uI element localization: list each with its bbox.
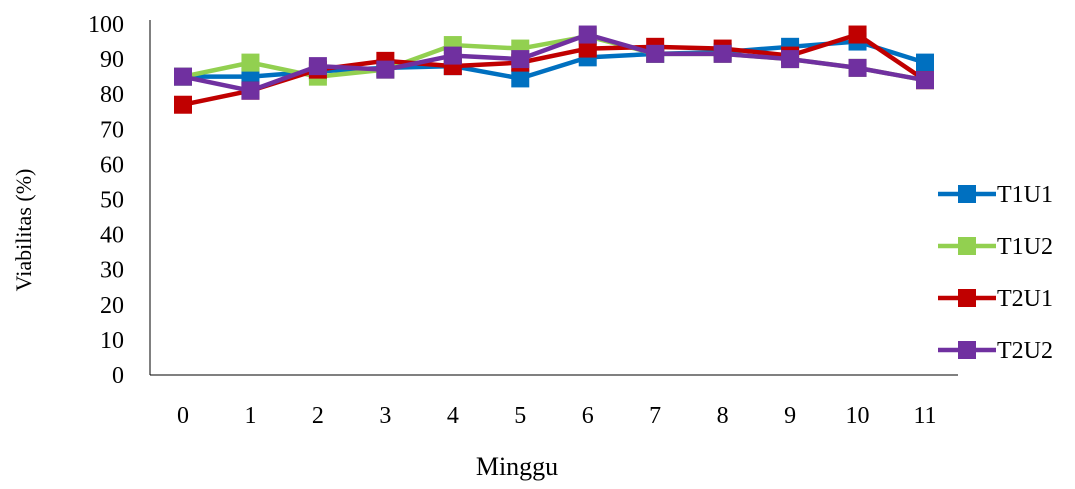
data-point	[848, 25, 867, 44]
data-point	[376, 60, 395, 79]
y-tick-label: 40	[100, 223, 124, 249]
series-T2U2	[174, 25, 934, 100]
legend-item: T1U1	[938, 182, 1053, 208]
data-point	[511, 69, 530, 88]
y-tick-label: 80	[100, 82, 124, 108]
data-point	[578, 25, 597, 44]
legend-label: T1U1	[997, 182, 1053, 208]
y-tick-label: 90	[100, 47, 124, 73]
legend-item: T1U2	[938, 234, 1053, 260]
x-tick-label: 8	[717, 403, 729, 429]
data-point	[713, 44, 732, 63]
data-point	[241, 67, 260, 86]
series-line	[182, 32, 926, 93]
y-tick-label: 20	[100, 293, 124, 319]
data-point	[916, 71, 934, 90]
legend-label: T2U2	[997, 338, 1053, 364]
y-axis-title: Viabilitas (%)	[11, 169, 36, 292]
x-tick-label: 5	[514, 403, 526, 429]
y-tick-label: 70	[100, 117, 124, 143]
data-point	[646, 44, 665, 63]
data-point	[174, 95, 192, 114]
legend-marker	[958, 341, 976, 359]
x-axis-ticks: 0 1 2 3 4 5 6 7 8 9 10 11	[177, 403, 937, 429]
x-tick-label: 4	[447, 403, 459, 429]
x-tick-label: 9	[784, 403, 796, 429]
y-tick-label: 0	[112, 363, 124, 389]
legend-marker	[958, 237, 976, 255]
legend-marker	[958, 185, 976, 203]
series-line	[182, 32, 927, 107]
data-point	[308, 57, 327, 76]
legend-label: T2U1	[997, 286, 1053, 312]
data-point	[511, 50, 530, 69]
y-tick-label: 10	[100, 328, 124, 354]
data-point	[241, 53, 260, 72]
x-tick-label: 2	[312, 403, 324, 429]
x-tick-label: 1	[244, 403, 256, 429]
y-tick-label: 50	[100, 188, 124, 214]
legend-marker	[958, 289, 976, 307]
x-tick-label: 0	[177, 403, 189, 429]
data-point	[174, 67, 192, 86]
legend: T1U1 T1U2 T2U1 T2U2	[938, 182, 1053, 364]
x-tick-label: 7	[649, 403, 661, 429]
data-point	[916, 53, 934, 72]
x-tick-label: 6	[582, 403, 594, 429]
x-tick-label: 11	[913, 403, 936, 429]
axes	[149, 20, 958, 376]
data-point	[848, 58, 867, 77]
series-layer	[174, 25, 934, 114]
x-axis-title: Minggu	[476, 452, 558, 481]
legend-item: T2U1	[938, 286, 1053, 312]
data-point	[578, 39, 597, 58]
y-tick-label: 100	[88, 12, 124, 38]
y-tick-label: 30	[100, 258, 124, 284]
data-point	[443, 46, 462, 65]
legend-label: T1U2	[997, 234, 1053, 260]
x-tick-label: 3	[379, 403, 391, 429]
y-axis-ticks: 0 10 20 30 40 50 60 70 80 90 100	[88, 12, 124, 389]
y-tick-label: 60	[100, 152, 124, 178]
data-point	[781, 50, 800, 69]
x-tick-label: 10	[846, 403, 870, 429]
legend-item: T2U2	[938, 338, 1053, 364]
data-point	[241, 81, 260, 100]
